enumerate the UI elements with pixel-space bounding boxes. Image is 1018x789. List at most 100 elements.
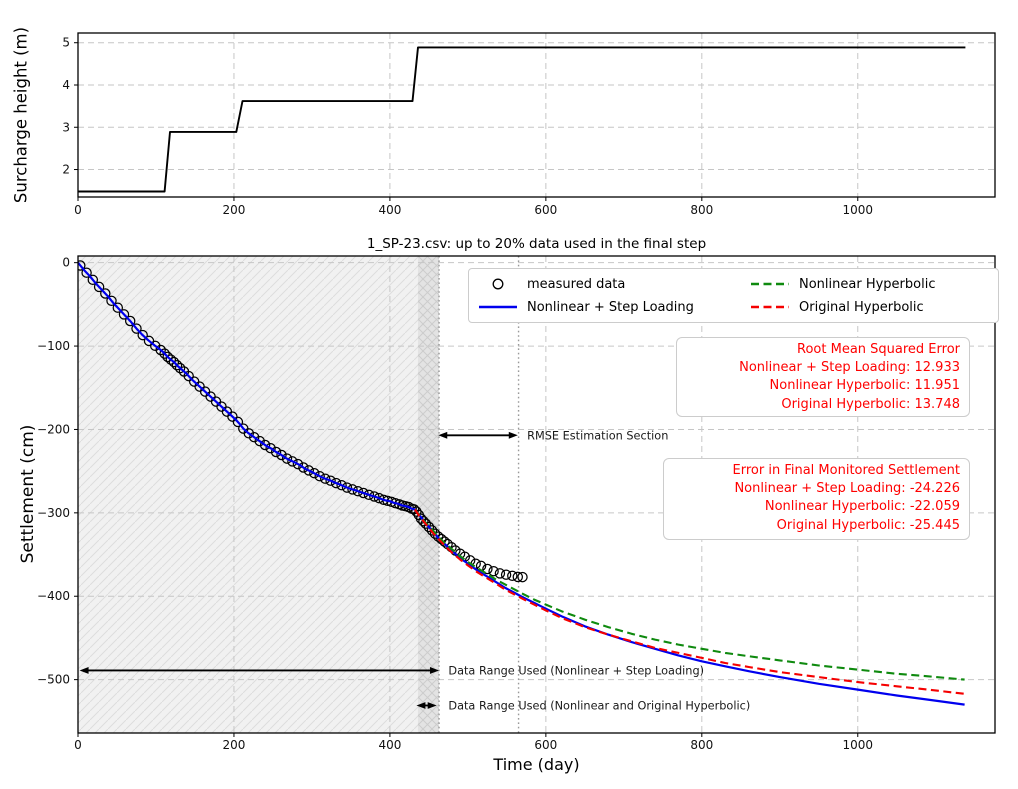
measured-data-point <box>100 288 111 299</box>
measured-data-point <box>298 462 309 473</box>
x-tick-label: 800 <box>690 738 713 752</box>
measured-data-point <box>512 571 524 583</box>
surcharge-step-line <box>78 46 966 193</box>
x-tick-label: 400 <box>378 738 401 752</box>
measured-data-point <box>517 571 528 583</box>
measured-data-point <box>309 467 320 479</box>
measured-data-point <box>87 274 99 286</box>
legend-item-original-hyperbolic: Original Hyperbolic <box>749 297 990 318</box>
measured-data-point <box>81 267 92 278</box>
error-line: Nonlinear Hyperbolic: -22.059 <box>764 499 960 515</box>
y-tick-label: 0 <box>62 256 70 270</box>
x-tick-label: 600 <box>534 738 557 752</box>
rmse-line: Original Hyperbolic: 13.748 <box>781 396 960 412</box>
measured-data-point <box>168 356 180 368</box>
measured-data-point <box>232 416 244 428</box>
measured-data-point <box>382 495 393 507</box>
measured-data-point <box>358 487 369 499</box>
measured-data-point <box>325 475 336 486</box>
measured-data-point <box>423 521 435 533</box>
legend-label: Nonlinear + Step Loading <box>527 299 694 315</box>
error-line: Original Hyperbolic: -25.445 <box>776 517 960 533</box>
data-range-step-loading-annotation: Data Range Used (Nonlinear + Step Loadin… <box>79 664 704 677</box>
x-tick-label: 0 <box>74 203 82 217</box>
x-tick-label: 1000 <box>842 203 873 217</box>
measured-data-point <box>347 484 358 495</box>
measured-data-point <box>292 458 304 470</box>
green-dashed-line-icon <box>749 281 791 287</box>
measured-data-point <box>352 485 364 497</box>
measured-data-point <box>159 348 170 359</box>
original-hyperbolic-curve <box>414 508 965 695</box>
y-axis-label-settlement: Settlement (cm) <box>18 424 38 564</box>
plot-title: 1_SP-23.csv: up to 20% data used in the … <box>366 236 707 252</box>
measured-data-point <box>436 533 447 545</box>
measured-data-point <box>155 344 166 356</box>
rmse-line: Nonlinear + Step Loading: 12.933 <box>739 360 960 376</box>
x-tick-label: 800 <box>690 203 713 217</box>
measured-data-point <box>124 315 136 327</box>
measured-data-point <box>162 351 173 363</box>
x-tick-label: 600 <box>534 203 557 217</box>
measured-data-point <box>276 449 287 461</box>
measured-data-point <box>93 281 105 293</box>
y-tick-label: 5 <box>62 36 70 50</box>
measured-data-point <box>112 302 124 313</box>
measured-data-point <box>390 497 401 509</box>
y-tick-label: −500 <box>37 673 70 687</box>
measured-data-point <box>494 568 506 579</box>
arrowhead-icon <box>427 702 437 709</box>
arrowhead-icon <box>508 431 518 439</box>
legend-item-nonlinear-hyperbolic: Nonlinear Hyperbolic <box>749 274 990 295</box>
y-tick-label: 2 <box>62 163 70 177</box>
y-tick-label: 3 <box>62 120 70 134</box>
measured-data-point <box>243 428 255 439</box>
surcharge-plot-area <box>78 46 966 193</box>
rmse-estimation-section-label: RMSE Estimation Section <box>527 429 668 442</box>
measured-data-point <box>281 453 293 464</box>
arrowhead-icon <box>79 667 89 674</box>
data-range-step-loading-label: Data Range Used (Nonlinear + Step Loadin… <box>448 664 704 677</box>
rmse-estimation-section-annotation: RMSE Estimation Section <box>438 429 668 442</box>
measured-data-point <box>426 525 438 536</box>
settlement-plot-area <box>78 260 965 706</box>
legend-label: measured data <box>527 276 626 292</box>
measured-data-point <box>500 569 512 580</box>
measured-data-point <box>507 570 518 582</box>
measured-data-point <box>137 329 148 341</box>
measured-data-point <box>411 506 422 517</box>
measured-data-point <box>118 309 130 320</box>
measured-data-point <box>429 528 441 539</box>
y-tick-label: −200 <box>37 422 70 436</box>
measured-data-point <box>106 295 117 307</box>
measured-data-point <box>420 518 432 529</box>
legend-label: Original Hyperbolic <box>799 299 924 315</box>
measured-data-point <box>165 354 177 365</box>
error-line: Nonlinear + Step Loading: -24.226 <box>734 481 960 497</box>
y-axis-label-surcharge: Surcharge height (m) <box>11 26 31 204</box>
rmse-line: Nonlinear Hyperbolic: 11.951 <box>769 378 960 394</box>
measured-data-point <box>363 489 375 501</box>
measured-data-point <box>303 465 315 476</box>
measured-data-point <box>319 473 331 484</box>
legend: measured data Nonlinear Hyperbolic Nonli… <box>468 268 999 323</box>
data-range-span-dark-hatch <box>417 256 440 733</box>
measured-data-point <box>418 515 429 527</box>
y-tick-label: −300 <box>37 506 70 520</box>
measured-data-point <box>183 370 194 382</box>
legend-label: Nonlinear Hyperbolic <box>799 276 936 292</box>
measured-data-point <box>341 482 353 493</box>
measured-data-point <box>254 435 265 447</box>
measured-data-point <box>248 431 260 443</box>
measured-data-point <box>265 442 276 454</box>
measured-data-point <box>131 323 142 334</box>
nonlinear-step-loading-curve <box>78 261 965 706</box>
legend-item-nonlinear-step-loading: Nonlinear + Step Loading <box>477 297 739 318</box>
y-tick-label: 4 <box>62 78 70 92</box>
circle-marker-icon <box>477 277 519 291</box>
x-axis-label-time: Time (day) <box>493 755 580 774</box>
y-tick-label: −100 <box>37 339 70 353</box>
measured-data-point <box>78 260 86 271</box>
